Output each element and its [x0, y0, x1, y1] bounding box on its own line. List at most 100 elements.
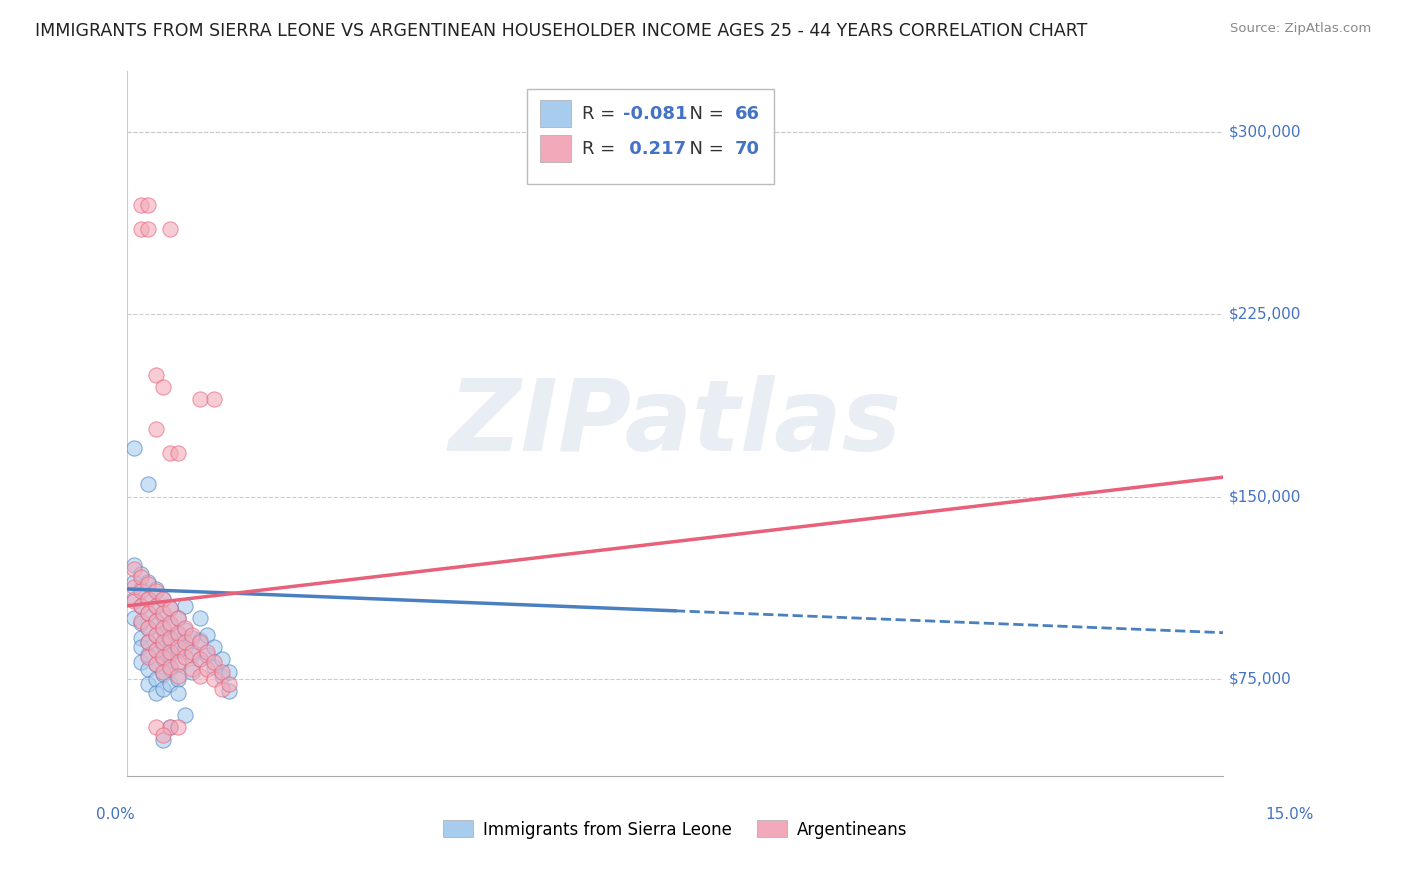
Point — [152, 650, 174, 665]
Point — [166, 642, 188, 657]
Point — [138, 635, 160, 649]
Point — [152, 621, 174, 635]
Point — [188, 611, 211, 625]
Point — [195, 648, 218, 662]
Point — [202, 655, 225, 669]
Point — [152, 591, 174, 606]
Point — [159, 721, 181, 735]
Point — [166, 446, 188, 460]
Point — [218, 665, 240, 679]
Point — [166, 721, 188, 735]
Point — [211, 665, 233, 679]
Point — [202, 672, 225, 686]
Text: $300,000: $300,000 — [1229, 125, 1301, 140]
Point — [181, 628, 204, 642]
Point — [159, 659, 181, 673]
Point — [145, 614, 167, 628]
Point — [195, 628, 218, 642]
Point — [138, 635, 160, 649]
Point — [145, 614, 167, 628]
Point — [138, 621, 160, 635]
Point — [174, 599, 197, 613]
Point — [129, 640, 152, 655]
Point — [188, 652, 211, 666]
Point — [152, 591, 174, 606]
Point — [129, 222, 152, 236]
Text: IMMIGRANTS FROM SIERRA LEONE VS ARGENTINEAN HOUSEHOLDER INCOME AGES 25 - 44 YEAR: IMMIGRANTS FROM SIERRA LEONE VS ARGENTIN… — [35, 22, 1087, 40]
Point — [129, 198, 152, 212]
Point — [166, 628, 188, 642]
FancyBboxPatch shape — [540, 100, 571, 127]
Point — [145, 368, 167, 383]
Point — [166, 672, 188, 686]
Point — [152, 665, 174, 679]
Point — [159, 662, 181, 676]
Text: R =: R = — [582, 104, 620, 122]
Point — [181, 662, 204, 676]
Point — [166, 657, 188, 672]
Point — [152, 606, 174, 620]
Point — [145, 599, 167, 613]
Point — [152, 667, 174, 681]
Point — [138, 222, 160, 236]
Point — [129, 582, 152, 596]
Point — [159, 601, 181, 615]
Point — [122, 594, 145, 608]
Point — [145, 657, 167, 672]
Point — [174, 624, 197, 638]
Point — [122, 611, 145, 625]
Point — [159, 648, 181, 662]
Text: 15.0%: 15.0% — [1265, 807, 1313, 822]
Point — [138, 591, 160, 606]
Point — [152, 380, 174, 394]
Point — [129, 599, 152, 613]
Point — [166, 640, 188, 655]
Point — [188, 652, 211, 666]
Point — [159, 222, 181, 236]
Text: -0.081: -0.081 — [623, 104, 688, 122]
Point — [122, 580, 145, 594]
Point — [152, 681, 174, 696]
Point — [152, 728, 174, 742]
Point — [174, 621, 197, 635]
FancyBboxPatch shape — [540, 136, 571, 162]
Point — [145, 642, 167, 657]
Point — [138, 198, 160, 212]
Text: 0.217: 0.217 — [623, 140, 686, 158]
Point — [138, 577, 160, 591]
Point — [195, 645, 218, 659]
Point — [166, 686, 188, 700]
Point — [188, 635, 211, 649]
Point — [218, 684, 240, 698]
Point — [202, 392, 225, 407]
Point — [138, 676, 160, 690]
Point — [166, 611, 188, 625]
Point — [181, 645, 204, 659]
Text: $225,000: $225,000 — [1229, 307, 1301, 322]
Point — [181, 665, 204, 679]
Point — [152, 652, 174, 666]
Text: 70: 70 — [735, 140, 761, 158]
Point — [138, 606, 160, 620]
Point — [188, 392, 211, 407]
Point — [129, 567, 152, 582]
Point — [145, 672, 167, 686]
Point — [159, 676, 181, 690]
Text: 66: 66 — [735, 104, 761, 122]
Point — [174, 650, 197, 665]
Text: ZIPatlas: ZIPatlas — [449, 376, 901, 472]
Point — [202, 640, 225, 655]
Point — [159, 721, 181, 735]
Point — [159, 615, 181, 630]
Point — [129, 570, 152, 584]
Point — [145, 686, 167, 700]
Point — [122, 591, 145, 606]
Point — [129, 614, 152, 628]
Text: 0.0%: 0.0% — [96, 807, 135, 822]
Point — [138, 621, 160, 635]
Point — [152, 732, 174, 747]
Point — [145, 599, 167, 613]
Point — [145, 584, 167, 599]
Point — [138, 574, 160, 589]
Text: N =: N = — [678, 104, 730, 122]
